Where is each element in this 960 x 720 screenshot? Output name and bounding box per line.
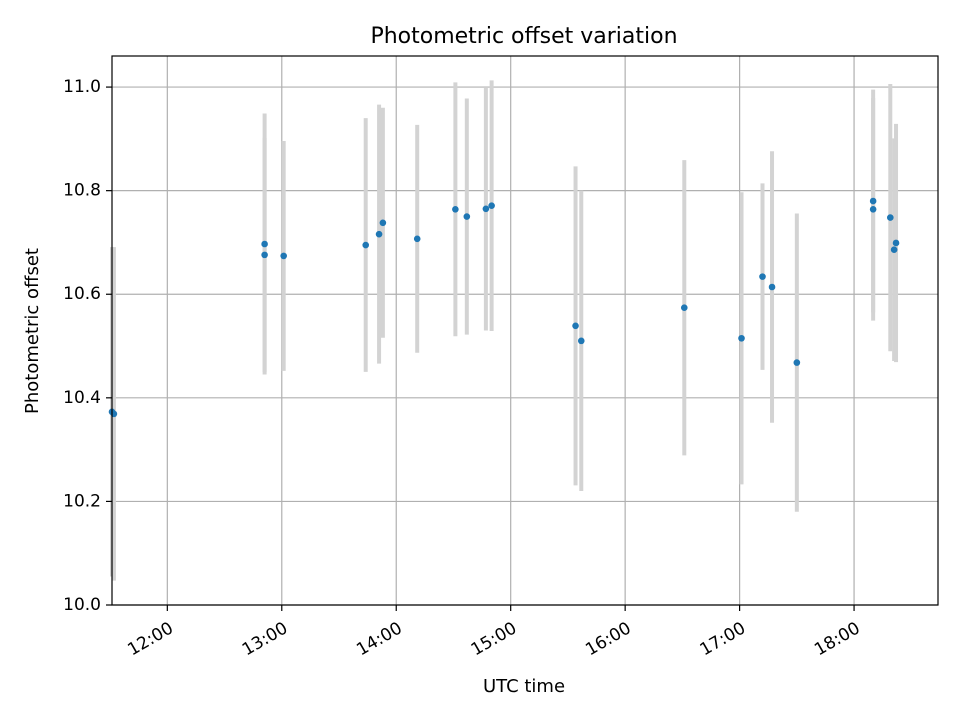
data-point <box>887 214 894 221</box>
y-tick-label: 10.2 <box>63 491 101 511</box>
data-point <box>577 337 585 345</box>
data-point <box>379 219 387 227</box>
data-point <box>375 230 383 238</box>
y-tick-label: 10.6 <box>63 284 101 304</box>
data-point <box>261 251 268 259</box>
data-point <box>759 273 766 280</box>
chart-title: Photometric offset variation <box>370 24 677 49</box>
data-point <box>463 213 471 220</box>
data-point <box>680 304 688 312</box>
data-point <box>482 205 490 213</box>
y-tick-label: 10.0 <box>63 595 101 615</box>
data-point <box>793 359 801 366</box>
y-tick-label: 11.0 <box>63 77 101 97</box>
data-point <box>280 252 287 260</box>
y-axis-label: Photometric offset <box>22 248 43 414</box>
data-point <box>892 239 900 247</box>
data-point <box>488 202 495 209</box>
data-point <box>890 246 898 254</box>
data-point <box>869 206 877 213</box>
data-point <box>413 235 421 243</box>
data-point <box>768 283 776 291</box>
data-point <box>738 334 745 342</box>
x-axis-label: UTC time <box>483 676 565 697</box>
data-point <box>362 241 370 249</box>
data-point <box>869 197 877 205</box>
data-point <box>261 240 268 248</box>
plot-frame <box>111 55 939 606</box>
y-axis-ticks: 10.0 10.2 10.4 10.6 10.8 11.0 <box>63 77 112 615</box>
y-tick-label: 10.8 <box>63 181 101 201</box>
data-point <box>572 322 579 330</box>
y-tick-label: 10.4 <box>63 388 101 408</box>
data-point <box>452 206 459 213</box>
